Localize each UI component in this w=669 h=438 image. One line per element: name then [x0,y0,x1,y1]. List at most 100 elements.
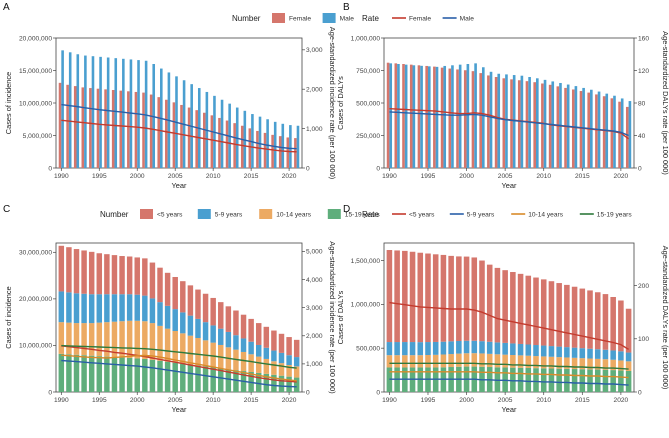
bar-5-9-years [271,350,277,362]
bar--5-years [248,318,254,342]
bar-female [210,115,214,168]
bar-15-19-years [233,370,239,392]
bar-5-9-years [409,342,416,356]
bar-male [68,52,72,168]
bar-5-9-years [240,338,247,352]
bar-female [202,112,206,168]
y-axis-label: Cases of incidence [4,72,13,134]
bar-10-14-years [625,361,632,371]
legend: Number Female Male [232,13,354,23]
bar-10-14-years [210,342,216,368]
bar-female [172,102,176,168]
bar-10-14-years [425,355,431,368]
y2-tick-label: 120 [638,68,649,75]
bar-5-9-years [286,355,292,365]
bar--5-years [533,277,539,346]
bar--5-years [157,267,163,303]
line-5-9-years [61,359,297,388]
bar-15-19-years [587,369,593,392]
bar-female [610,98,614,168]
y2-tick-label: 2,000 [306,87,323,94]
bar-male [404,64,408,168]
x-axis: 1990 1995 2000 2005 2010 2015 2020 Year [382,392,629,414]
y-tick-label: 30,000,000 [19,250,52,257]
bar--5-years [142,258,148,296]
bar-15-19-years [202,366,209,392]
bar-5-9-years [602,349,609,360]
y2-tick-label: 0 [306,389,310,396]
bar-5-9-years [255,344,262,357]
y2-axis: 0 1,000 2,000 3,000 Age-standardized inciden… [302,27,337,179]
bar-female [471,71,475,168]
bar-male [412,65,416,168]
x-axis-label: Year [502,405,517,414]
bar--5-years [402,250,408,343]
bar--5-years [88,251,95,295]
bar-10-14-years [594,358,601,370]
bar-10-14-years [111,321,118,358]
bar-male [251,114,254,168]
bar-10-14-years [409,355,416,368]
bar-5-9-years [417,342,424,356]
legend-swatch [272,13,285,23]
y2-tick-label: 100 [638,336,649,343]
bar-10-14-years [66,322,72,355]
bar-female [278,136,282,168]
bar-female [180,104,183,168]
bar-15-19-years [210,367,216,392]
y-tick-label: 0 [48,165,52,172]
bar--5-years [540,279,547,346]
bar-15-19-years [517,367,524,392]
bar--5-years [394,250,400,343]
bar--5-years [610,296,616,351]
bar-10-14-years [448,354,454,368]
bar-15-19-years [286,376,292,392]
legend: Rate <5 years 5-9 years 10-14 years 15-19 ye… [362,210,632,219]
bar-10-14-years [533,356,539,369]
bar-female [134,91,138,168]
bar--5-years [293,339,300,358]
bar-female [58,82,62,168]
bar-female [564,87,567,168]
legend-swatch [327,209,341,219]
x-tick-label: 1995 [421,397,436,404]
bar-5-9-years [556,346,562,358]
bar-15-19-years [195,365,201,392]
bar-15-19-years [187,364,194,392]
x-axis-label: Year [172,405,187,414]
bar-5-9-years [134,294,140,321]
bar-female [533,82,537,168]
bar-10-14-years [386,355,393,368]
bar-15-19-years [119,357,125,392]
bar-10-14-years [486,353,493,368]
bar-male [289,125,292,168]
line-10-14-years [61,354,297,382]
panel-c: C Number <5 years 5-9 years 10-14 years 15-19… [3,204,380,414]
bar-15-19-years [149,359,156,392]
bar-5-9-years [195,318,201,338]
bar-5-9-years [448,341,454,355]
bar--5-years [440,254,447,342]
bar--5-years [479,260,485,342]
x-tick-label: 2020 [614,173,629,180]
bar-15-19-years [73,354,80,392]
bar-female [595,94,598,168]
y2-axis-label: Age-standardized incidence rate (per 100… [328,27,337,179]
bar--5-years [510,272,516,344]
line-male [61,103,297,150]
bar-female [66,84,69,168]
x-tick-label: 2005 [498,173,513,180]
x-tick-label: 2005 [498,397,513,404]
bar--5-years [134,257,140,295]
y2-tick-label: 4,000 [306,277,323,284]
bar-10-14-years [271,361,277,375]
bar-female [111,90,115,168]
x-tick-label: 2015 [244,173,259,180]
bar-female [386,62,390,169]
bar-10-14-years [240,351,247,372]
bar-5-9-years [187,315,194,336]
bar-female [127,91,130,168]
bar-5-9-years [263,347,270,359]
bar--5-years [66,247,72,293]
